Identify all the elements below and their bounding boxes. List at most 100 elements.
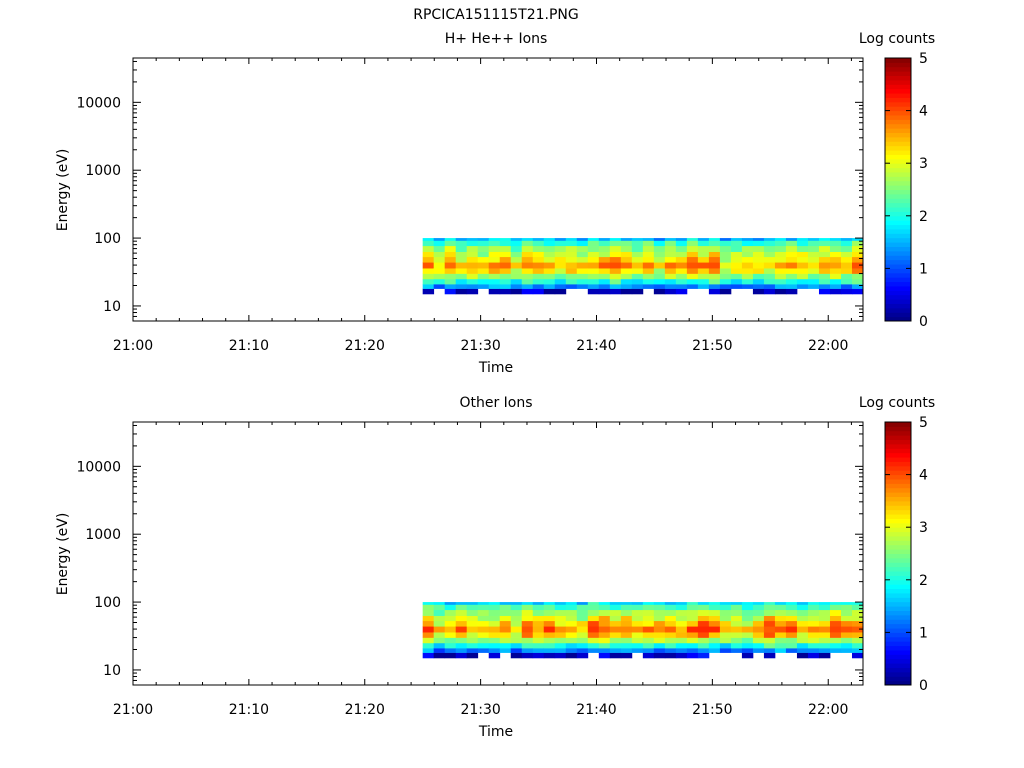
heatmap-cell [521,642,534,649]
colorbar-segment [885,619,911,625]
heatmap-cell [499,284,512,289]
heatmap-cell [422,620,435,627]
heatmap-cell [686,632,699,638]
heatmap-cell [609,284,622,289]
heatmap-cell [697,632,710,638]
heatmap-cell [422,637,435,644]
heatmap-cell [488,604,501,611]
heatmap-cell [609,262,622,269]
heatmap-cell [587,609,600,616]
heatmap-cell [543,240,556,247]
heatmap-cell [587,626,600,633]
heatmap-cell [741,273,754,280]
heatmap-cell [730,604,743,611]
colorbar-segment [885,150,911,155]
heatmap-cell [609,652,622,659]
heatmap-cell [477,626,490,633]
heatmap-cell [719,240,732,247]
heatmap-cell [477,238,490,241]
heatmap-cell [433,284,446,289]
heatmap-cell [554,262,567,269]
heatmap-cell [510,620,523,627]
y-tick-label: 1000 [85,163,121,179]
heatmap-cell [730,245,743,252]
heatmap-cell [488,238,501,241]
colorbar-tick-label: 5 [919,51,928,67]
heatmap-cell [488,648,501,653]
heatmap-cell [664,256,677,263]
heatmap-cell [631,615,644,622]
x-ticks: 21:00 21:10 21:20 21:30 21:40 21:50 22:00 [113,58,852,354]
heatmap-cell [455,652,468,659]
heatmap-cell [697,284,710,289]
heatmap-cell [587,288,600,295]
heatmap-cell [488,273,501,280]
heatmap-cell [620,632,633,638]
heatmap-cell [565,604,578,611]
heatmap-cell [697,642,710,649]
heatmap-cell [642,273,655,280]
heatmap-cell [532,256,545,263]
colorbar-tick-label: 0 [919,678,928,694]
heatmap-cell [422,648,435,653]
colorbar-segment [885,439,911,445]
colorbar-segment [885,299,911,304]
heatmap-cell [554,273,567,280]
heatmap-cell [521,620,534,627]
heatmap-cell [796,268,809,274]
heatmap-cell [466,609,479,616]
heatmap-cell [741,256,754,263]
heatmap-cells [422,602,864,659]
heatmap-cell [818,602,831,605]
heatmap-cell [587,245,600,252]
heatmap-cell [730,284,743,289]
heatmap-cell [598,642,611,649]
heatmap-cell [653,273,666,280]
heatmap-cell [488,637,501,644]
heatmap-cell [796,604,809,611]
heatmap-cell [433,637,446,644]
colorbar-segment [885,522,911,528]
heatmap-cell [587,273,600,280]
heatmap-cell [653,604,666,611]
colorbar-segment [885,154,911,160]
heatmap-cell [576,604,589,611]
heatmap-cell [565,615,578,622]
colorbar-segment [885,285,911,291]
heatmap-cell [785,620,798,627]
colorbar-segment [885,119,911,125]
heatmap-cell [587,262,600,269]
heatmap-cell [818,604,831,611]
heatmap-cell [631,642,644,649]
colorbar-tick-label: 3 [919,156,928,172]
colorbar-segment [885,628,911,633]
heatmap-cell [422,652,435,659]
heatmap-cell [818,256,831,263]
heatmap-cell [818,609,831,616]
colorbar-segment [885,97,911,103]
heatmap-cell [642,284,655,289]
colorbar-segment [885,255,911,261]
heatmap-cell [631,604,644,611]
heatmap-cell [587,240,600,247]
colorbar-segment [885,316,911,322]
heatmap-cell [477,642,490,649]
x-axis-label: Time [478,724,513,740]
heatmap-cell [466,652,479,659]
heatmap-cell [554,626,567,633]
heatmap-cell [477,604,490,611]
heatmap-cell [818,626,831,633]
heatmap-cell [664,642,677,649]
heatmap-cell [631,240,644,247]
heatmap-cell [763,268,776,274]
heatmap-cell [697,637,710,644]
heatmap-cell [598,284,611,289]
heatmap-cell [763,620,776,627]
heatmap-cell [719,632,732,638]
heatmap-cell [620,238,633,241]
heatmap-cell [763,284,776,289]
y-tick-label: 10 [103,299,121,315]
heatmap-cell [554,632,567,638]
heatmap-cell [785,238,798,241]
heatmap-cell [697,251,710,258]
